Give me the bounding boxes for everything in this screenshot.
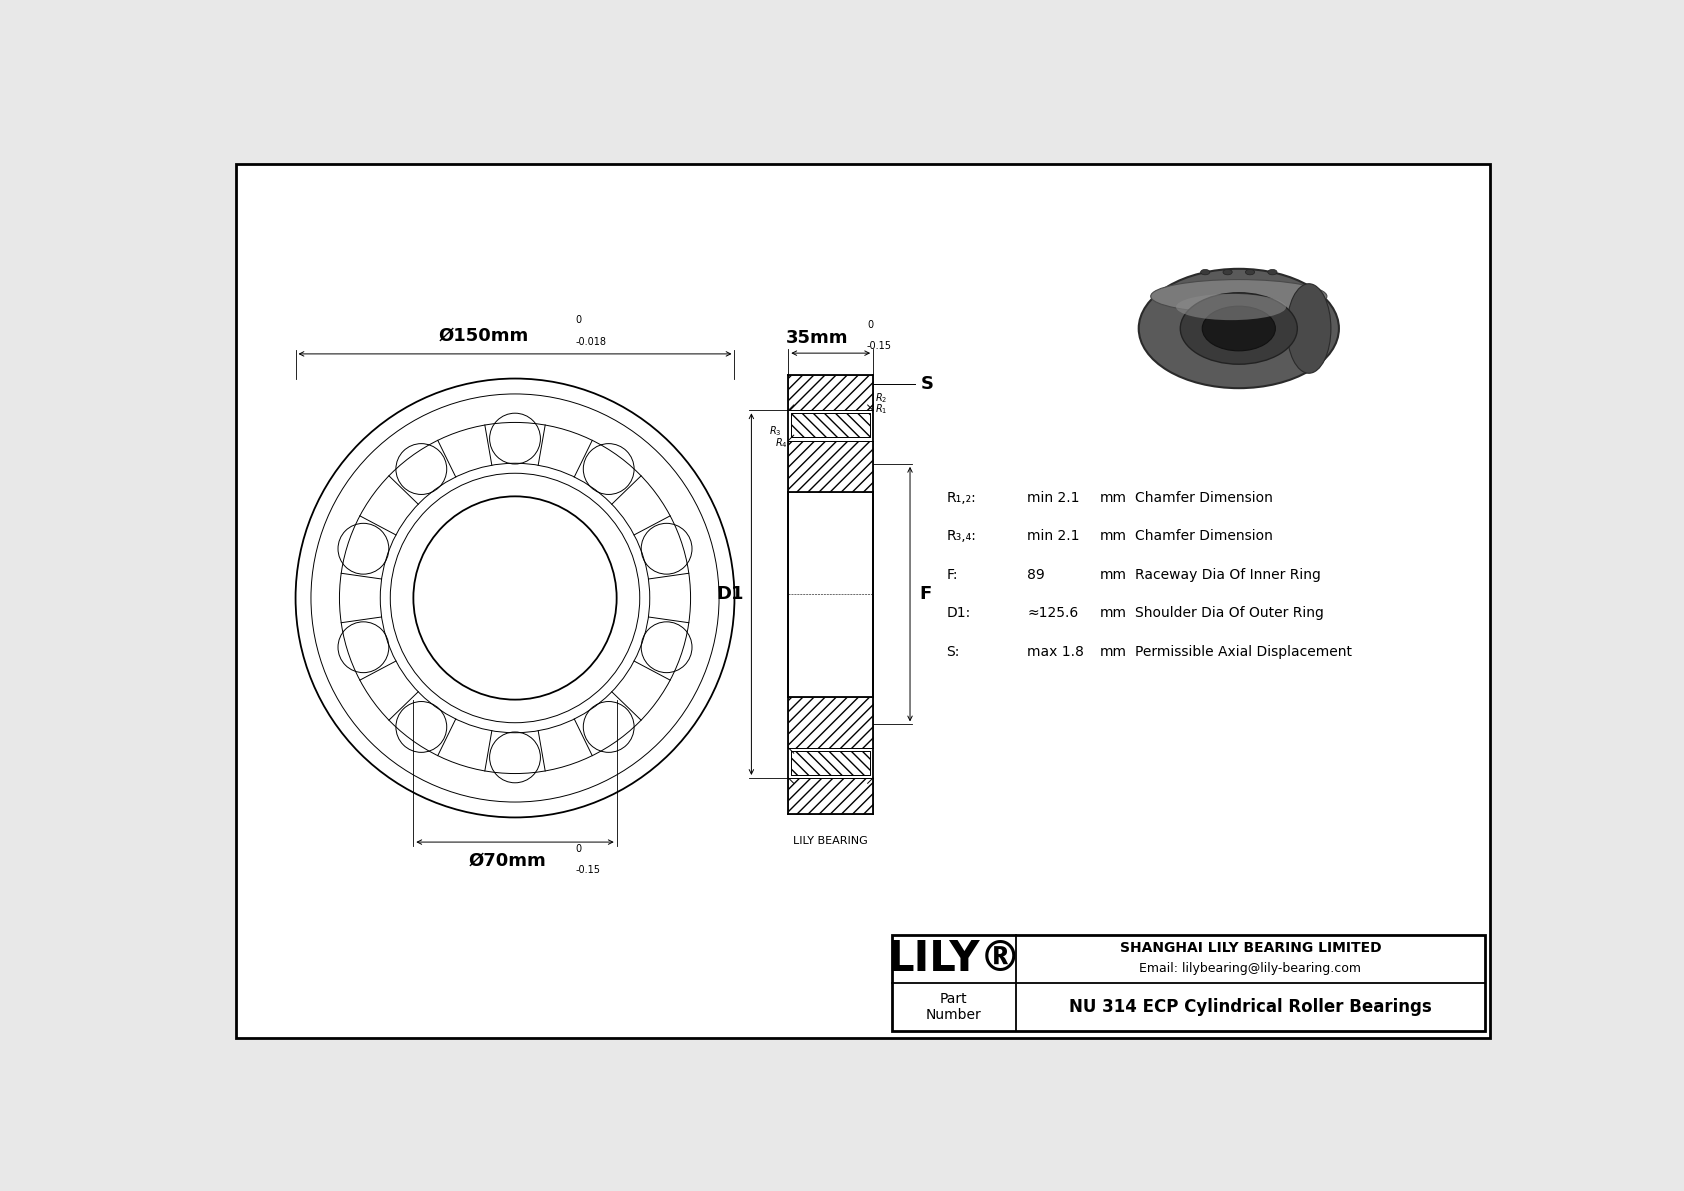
Ellipse shape xyxy=(1246,269,1255,275)
Text: mm: mm xyxy=(1100,529,1127,543)
Ellipse shape xyxy=(1180,293,1297,364)
Text: R₃,₄:: R₃,₄: xyxy=(946,529,977,543)
Text: $R_4$: $R_4$ xyxy=(775,436,786,450)
Text: max 1.8: max 1.8 xyxy=(1027,644,1084,659)
Text: D1:: D1: xyxy=(946,606,970,621)
Text: S: S xyxy=(921,375,935,393)
Text: -0.15: -0.15 xyxy=(867,341,893,351)
Text: min 2.1: min 2.1 xyxy=(1027,491,1079,505)
Text: Chamfer Dimension: Chamfer Dimension xyxy=(1135,529,1273,543)
Text: Ø150mm: Ø150mm xyxy=(440,326,529,344)
Ellipse shape xyxy=(1202,306,1275,351)
Text: LILY BEARING: LILY BEARING xyxy=(793,836,867,846)
Text: R₁,₂:: R₁,₂: xyxy=(946,491,977,505)
Text: Ø70mm: Ø70mm xyxy=(468,852,546,869)
Text: D1: D1 xyxy=(716,585,744,603)
Text: NU 314 ECP Cylindrical Roller Bearings: NU 314 ECP Cylindrical Roller Bearings xyxy=(1069,998,1431,1016)
Text: mm: mm xyxy=(1100,644,1127,659)
Text: Chamfer Dimension: Chamfer Dimension xyxy=(1135,491,1273,505)
Text: S:: S: xyxy=(946,644,960,659)
Text: ≈125.6: ≈125.6 xyxy=(1027,606,1078,621)
Text: Permissible Axial Displacement: Permissible Axial Displacement xyxy=(1135,644,1352,659)
Text: mm: mm xyxy=(1100,568,1127,582)
Ellipse shape xyxy=(1268,269,1276,275)
Ellipse shape xyxy=(1287,283,1330,373)
Text: min 2.1: min 2.1 xyxy=(1027,529,1079,543)
Text: mm: mm xyxy=(1100,606,1127,621)
Text: F: F xyxy=(919,585,931,603)
Text: 89: 89 xyxy=(1027,568,1044,582)
Text: Raceway Dia Of Inner Ring: Raceway Dia Of Inner Ring xyxy=(1135,568,1320,582)
Bar xyxy=(788,413,872,781)
Bar xyxy=(788,375,872,411)
Text: Email: lilybearing@lily-bearing.com: Email: lilybearing@lily-bearing.com xyxy=(1140,962,1361,975)
Text: LILY®: LILY® xyxy=(887,939,1021,980)
Text: F:: F: xyxy=(946,568,958,582)
Text: Shoulder Dia Of Outer Ring: Shoulder Dia Of Outer Ring xyxy=(1135,606,1324,621)
Text: mm: mm xyxy=(1100,491,1127,505)
Ellipse shape xyxy=(1150,280,1327,313)
Bar xyxy=(791,750,871,775)
Text: -0.15: -0.15 xyxy=(574,865,600,875)
Bar xyxy=(791,413,871,437)
Text: $R_2$: $R_2$ xyxy=(876,391,887,405)
Ellipse shape xyxy=(1175,294,1287,320)
Ellipse shape xyxy=(1201,269,1209,275)
Text: 0: 0 xyxy=(574,843,581,854)
Text: $R_1$: $R_1$ xyxy=(876,403,887,417)
Text: -0.018: -0.018 xyxy=(574,337,606,347)
Bar xyxy=(788,697,872,748)
Text: 0: 0 xyxy=(574,316,581,325)
Text: SHANGHAI LILY BEARING LIMITED: SHANGHAI LILY BEARING LIMITED xyxy=(1120,941,1381,955)
Text: 35mm: 35mm xyxy=(786,329,849,347)
Bar xyxy=(791,750,871,775)
Bar xyxy=(893,935,1485,1030)
Bar xyxy=(788,778,872,813)
Text: 0: 0 xyxy=(867,320,872,330)
Bar xyxy=(788,441,872,492)
Text: Part
Number: Part Number xyxy=(926,992,982,1022)
Ellipse shape xyxy=(1223,269,1233,275)
Ellipse shape xyxy=(1138,269,1339,388)
Bar xyxy=(791,413,871,437)
Text: $R_3$: $R_3$ xyxy=(770,424,781,438)
